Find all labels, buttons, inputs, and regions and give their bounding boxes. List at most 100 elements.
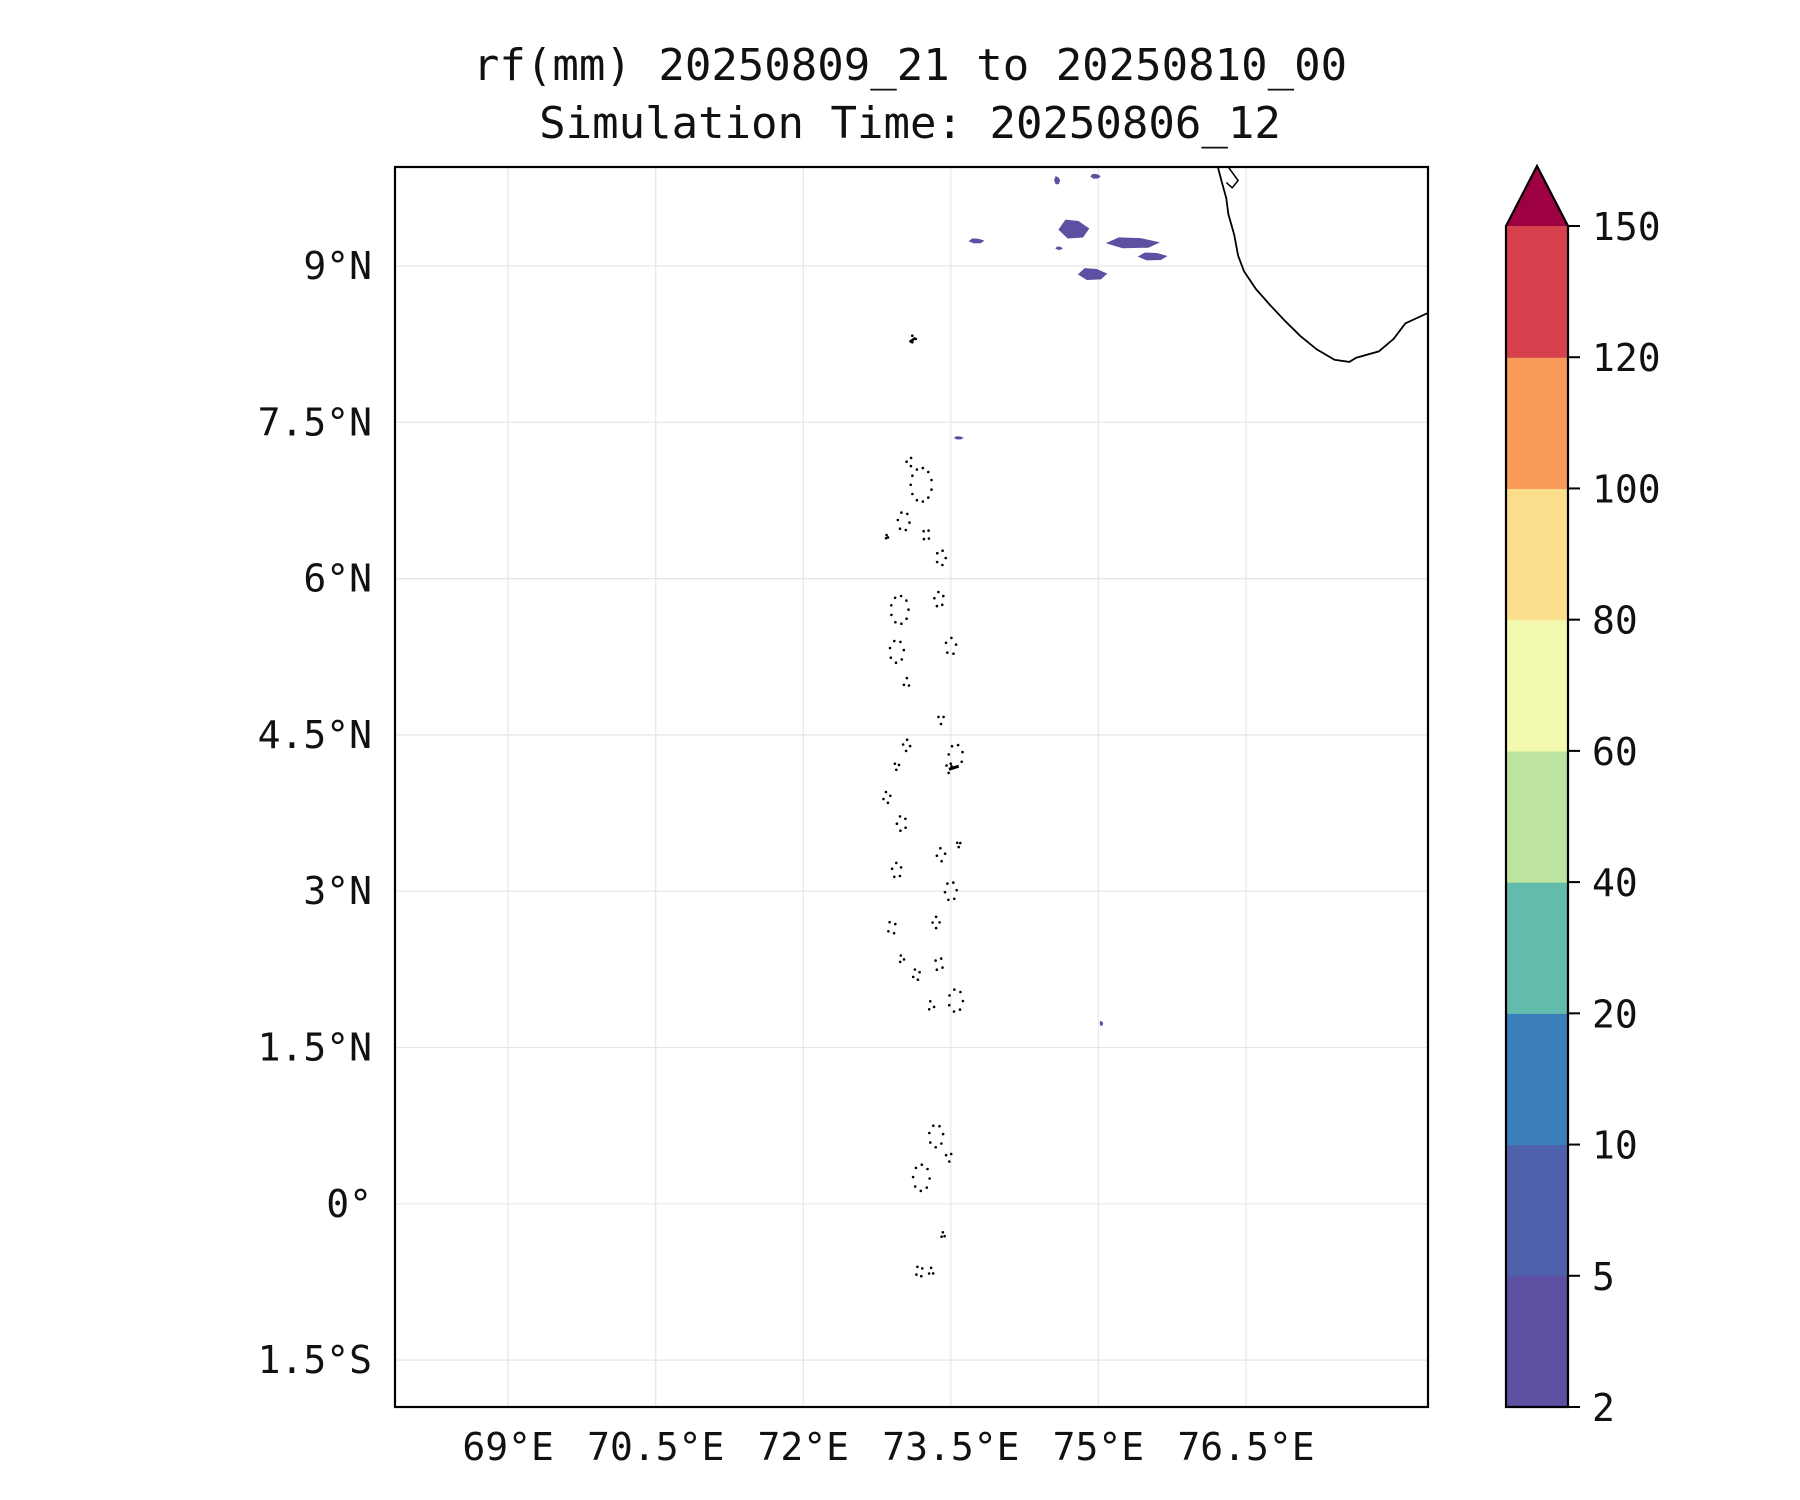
island-speck <box>921 466 925 470</box>
x-tick-label: 76.5°E <box>1177 1425 1314 1469</box>
island-speck <box>942 594 945 598</box>
island-speck <box>938 1124 941 1128</box>
island-speck <box>887 930 890 933</box>
colorbar-segment <box>1506 882 1568 1014</box>
island-speck <box>908 521 911 524</box>
colorbar-segment <box>1506 1144 1568 1277</box>
island-speck <box>927 1272 931 1275</box>
rainfall-patch <box>968 238 985 244</box>
map-frame <box>393 165 1430 1409</box>
island-speck <box>921 1267 924 1270</box>
map-title: rf(mm) 20250809_21 to 20250810_00 <box>472 40 1348 91</box>
island-speck <box>934 959 937 962</box>
island-speck <box>909 483 912 487</box>
island-speck <box>916 1265 919 1269</box>
y-tick-label: 1.5°N <box>258 1026 372 1070</box>
coastline-layer <box>882 167 1428 1278</box>
island-speck <box>934 926 938 930</box>
island-speck <box>928 1131 931 1135</box>
y-tick-label: 1.5°S <box>258 1338 372 1382</box>
x-tick-labels: 69°E 70.5°E 72°E 73.5°E 75°E 76.5°E <box>462 1425 1314 1469</box>
island-speck <box>893 639 896 643</box>
island-speck <box>928 1177 931 1180</box>
y-tick-label: 3°N <box>303 869 372 913</box>
island-speck <box>898 527 902 530</box>
island-speck <box>920 1163 924 1166</box>
colorbar-tick-label: 10 <box>1592 1124 1638 1168</box>
island-speck <box>890 867 894 870</box>
island-speck <box>937 715 940 719</box>
colorbar-tick-label: 60 <box>1592 730 1638 774</box>
island-speck <box>961 750 964 754</box>
island-speck <box>955 841 959 845</box>
island-speck <box>937 590 940 594</box>
colorbar-tick-label: 5 <box>1592 1255 1615 1299</box>
island-speck <box>899 640 902 644</box>
island-speck <box>934 1146 937 1149</box>
x-tick-label: 70.5°E <box>587 1425 724 1469</box>
rainfall-patch <box>1077 268 1108 281</box>
island-speck <box>898 960 902 964</box>
island-speck <box>927 496 930 499</box>
island-speck <box>911 975 915 979</box>
island-speck <box>949 1152 953 1156</box>
island-speck <box>893 596 897 600</box>
colorbar-outline <box>1504 163 1570 1409</box>
rainfall-patch <box>1090 173 1101 179</box>
island-speck <box>904 826 907 829</box>
island-speck <box>959 990 962 994</box>
y-tick-labels: 9°N 7.5°N 6°N 4.5°N 3°N 1.5°N 0° 1.5°S <box>258 244 372 1382</box>
island-speck <box>943 852 947 855</box>
x-tick-label: 69°E <box>462 1425 554 1469</box>
y-tick-label: 6°N <box>303 557 372 601</box>
rainfall-patch <box>1054 176 1061 185</box>
island-speck <box>905 738 909 741</box>
island-speck <box>930 488 933 491</box>
island-speck <box>915 498 919 502</box>
island-speck <box>931 921 934 924</box>
x-tick-label: 73.5°E <box>882 1425 1019 1469</box>
island-speck <box>893 762 897 765</box>
island-speck <box>915 1273 918 1276</box>
island-speck <box>944 1153 948 1157</box>
island-speck <box>953 897 956 901</box>
island-speck <box>932 1124 935 1127</box>
island-speck <box>938 921 941 924</box>
island-speck <box>897 763 901 767</box>
island-speck <box>889 656 893 659</box>
island-speck <box>933 596 936 600</box>
y-tick-label: 9°N <box>303 244 372 288</box>
island-speck <box>925 1186 929 1189</box>
island-speck <box>959 841 962 845</box>
y-tick-label: 7.5°N <box>258 400 372 444</box>
island-speck <box>947 771 950 775</box>
colorbar-segment <box>1506 488 1568 621</box>
island-speck <box>905 599 908 602</box>
island-speck <box>931 1272 935 1275</box>
island-speck <box>900 511 903 514</box>
island-speck <box>899 954 903 957</box>
island-speck <box>893 875 896 879</box>
island-speck <box>935 560 939 564</box>
island-speck <box>913 1185 917 1188</box>
rainfall-patch <box>1055 246 1063 250</box>
island-speck <box>895 861 898 865</box>
island-speck <box>926 1167 929 1171</box>
island-speck <box>952 881 955 884</box>
island-speck <box>884 536 888 540</box>
map-subtitle: Simulation Time: 20250806_12 <box>539 98 1281 149</box>
island-speck <box>907 608 910 611</box>
island-speck <box>952 1010 956 1013</box>
island-speck <box>894 922 897 926</box>
island-speck <box>905 460 908 464</box>
colorbar-segment <box>1506 619 1568 752</box>
rainfall-patch <box>953 436 964 440</box>
island-speck <box>905 676 909 680</box>
island-speck <box>960 760 963 764</box>
colorbar-segment <box>1506 750 1568 883</box>
island-speck <box>902 683 906 687</box>
island-speck <box>955 888 958 892</box>
island-speck <box>927 470 930 474</box>
